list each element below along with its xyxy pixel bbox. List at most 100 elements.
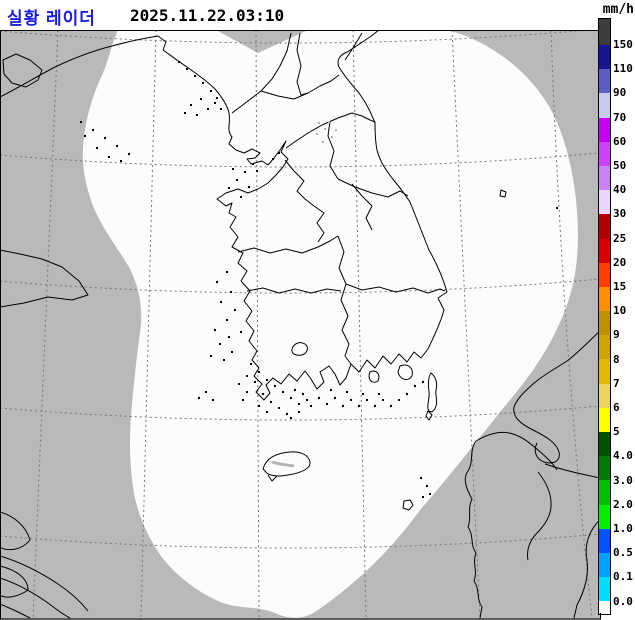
island-speck [374, 405, 376, 407]
island-speck [306, 399, 308, 401]
island-speck [184, 112, 186, 114]
legend-segment [599, 190, 610, 215]
island-speck [226, 271, 228, 273]
island-speck [238, 383, 240, 385]
legend-segment [599, 432, 610, 457]
island-speck [214, 102, 216, 104]
coastline [0, 35, 167, 98]
island-speck [334, 397, 336, 399]
island-speck [422, 381, 424, 383]
legend-label: 110 [613, 62, 633, 76]
island-speck [244, 171, 246, 173]
island-speck [84, 135, 86, 137]
legend-segment [599, 480, 610, 505]
legend-label: 0.0 [613, 594, 633, 608]
island-speck [382, 399, 384, 401]
island-speck [274, 385, 276, 387]
island-speck [294, 389, 296, 391]
island-speck [220, 301, 222, 303]
legend-label: 50 [613, 159, 627, 172]
island-speck [398, 399, 400, 401]
island-speck [429, 493, 431, 495]
island-speck [216, 97, 218, 99]
island-speck [230, 291, 232, 293]
coastline [246, 287, 342, 294]
island-speck [270, 401, 272, 403]
island-speck [194, 75, 196, 77]
coastline [345, 283, 446, 294]
legend-segment [599, 552, 610, 578]
weak-echo-speck [328, 121, 330, 123]
coastline [464, 440, 483, 619]
island-speck [266, 379, 268, 381]
legend-segment [599, 286, 610, 312]
coastline [231, 32, 292, 114]
island-speck [406, 393, 408, 395]
island-speck [236, 179, 238, 181]
coastline [344, 32, 363, 61]
island-speck [240, 331, 242, 333]
grid-line [0, 533, 601, 549]
island-speck [246, 391, 248, 393]
coastline [544, 463, 601, 479]
coastline [267, 474, 278, 482]
jeju-terrain-shade [271, 460, 295, 468]
legend-segment [599, 45, 610, 70]
coastline [337, 178, 409, 198]
grid-line [0, 405, 601, 421]
legend-label: 1.0 [613, 522, 633, 535]
island-speck [210, 90, 212, 92]
grid-line [0, 152, 601, 168]
island-speck [254, 381, 256, 383]
island-speck [366, 399, 368, 401]
radar-coverage-area [82, 30, 578, 618]
island-speck [120, 160, 122, 162]
island-speck [266, 411, 268, 413]
legend-segment [599, 69, 610, 94]
legend-segment [599, 528, 610, 553]
grid-line [0, 278, 601, 294]
island-speck [210, 355, 212, 357]
legend-segment [599, 165, 610, 191]
timestamp: 2025.11.22.03:10 [130, 6, 285, 25]
island-speck [258, 405, 260, 407]
legend-label: 8 [613, 352, 620, 366]
legend-colorbar: 150 110 90 70 60 50 40 30 25 20 15 10 9 8 7 6 5 4.0 3.0 2.0… [598, 18, 635, 618]
legend-label: 6 [613, 401, 620, 414]
legend-label: 0.5 [613, 546, 633, 560]
island-speck [228, 187, 230, 189]
island-speck [330, 389, 332, 391]
legend-segment [599, 117, 610, 142]
legend-label: 4.0 [613, 449, 633, 463]
legend-label: 10 [613, 304, 627, 318]
legend-label: 5 [613, 425, 620, 439]
weak-echo-speck [324, 128, 326, 130]
coastline [304, 198, 325, 243]
legend-label: 9 [613, 328, 620, 342]
island-speck [262, 393, 264, 395]
island-speck [186, 68, 188, 70]
island-speck [232, 168, 234, 170]
grid-line [32, 29, 59, 619]
legend-label: 20 [613, 255, 627, 269]
island-speck [290, 417, 292, 419]
legend-label: 150 [613, 38, 633, 51]
weak-echo-speck [318, 122, 320, 124]
legend-label: 60 [613, 134, 627, 148]
legend-label: 25 [613, 231, 627, 245]
coastline [0, 511, 31, 551]
legend-segment [599, 407, 610, 432]
island-speck [219, 343, 221, 345]
unit-label: mm/h [602, 2, 634, 17]
coastline [296, 32, 309, 96]
header-bar: 실황 레이더 2025.11.22.03:10 mm/h [0, 0, 635, 30]
legend-label: 3.0 [613, 473, 633, 487]
weak-echo-speck [322, 141, 324, 143]
coastline [425, 410, 433, 421]
legend-segment [599, 93, 610, 118]
grid-line [550, 29, 593, 619]
island-speck [362, 393, 364, 395]
coastline [337, 235, 352, 365]
island-speck [92, 129, 94, 131]
coastline [0, 577, 71, 619]
